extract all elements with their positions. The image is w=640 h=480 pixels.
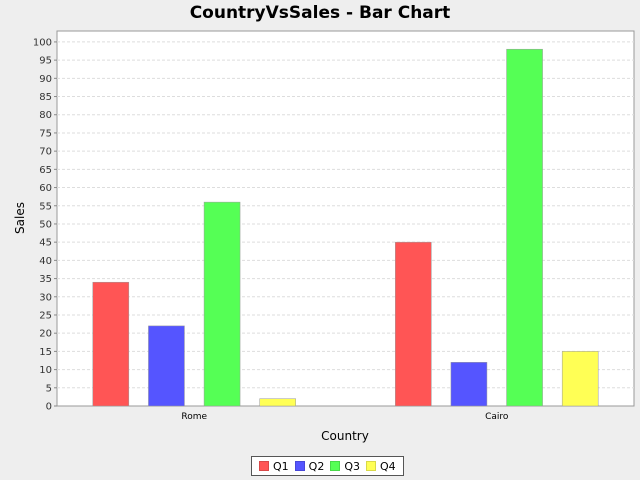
legend: Q1 Q2 Q3 Q4: [251, 456, 404, 476]
legend-label: Q2: [308, 459, 325, 473]
y-axis-label: Sales: [13, 202, 27, 234]
bar-cairo-q2: [450, 362, 488, 407]
bar-rome-q2: [148, 325, 185, 407]
legend-item-q4: Q4: [366, 460, 396, 473]
legend-label: Q3: [344, 459, 361, 473]
y-tick-label: 40: [39, 256, 52, 267]
y-tick-label: 60: [39, 183, 52, 194]
y-tick-label: 30: [39, 292, 52, 303]
legend-swatch: [259, 461, 269, 471]
y-tick-label: 25: [39, 310, 52, 321]
legend-label: Q1: [273, 459, 289, 473]
y-tick-label: 70: [39, 147, 52, 158]
x-axis-ticks: Rome Cairo: [181, 412, 508, 422]
y-tick-label: 50: [39, 219, 52, 230]
y-axis-ticks: 0 5 10 15 20 25 30 35 40 45 50 55 60 65 70 75 80 85 90 95 10…: [33, 37, 57, 413]
bars: [92, 48, 599, 407]
y-tick-label: 35: [39, 274, 52, 285]
bar-cairo-q3: [506, 48, 543, 407]
bar-rome-q4: [259, 398, 296, 407]
x-tick-label: Cairo: [485, 412, 509, 422]
bar-rome-q1: [92, 281, 130, 407]
x-axis-label: Country: [321, 429, 369, 443]
x-tick-label: Rome: [181, 412, 207, 422]
y-tick-label: 85: [39, 92, 52, 103]
bar-cairo-q4: [561, 351, 599, 407]
y-tick-label: 65: [39, 165, 52, 176]
y-tick-label: 15: [39, 347, 52, 358]
y-tick-label: 100: [33, 37, 52, 48]
y-tick-label: 95: [39, 56, 52, 67]
y-tick-label: 5: [46, 383, 52, 394]
legend-label: Q4: [380, 459, 396, 473]
y-tick-label: 80: [39, 110, 52, 121]
chart-title: CountryVsSales - Bar Chart: [189, 3, 451, 23]
bar-cairo-q1: [395, 241, 432, 407]
plot-area: [56, 30, 635, 407]
y-tick-label: 90: [39, 74, 52, 85]
y-tick-label: 20: [39, 329, 52, 340]
y-tick-label: 0: [46, 402, 52, 413]
bar-chart: 0 5 10 15 20 25 30 35 40 45 50 55 60 65 70 75 80 85 90 95 10…: [13, 30, 635, 443]
y-tick-label: 55: [39, 201, 52, 212]
legend-item-q2: Q2: [294, 459, 325, 473]
y-tick-label: 10: [39, 365, 52, 376]
legend-swatch: [330, 461, 341, 471]
y-tick-label: 45: [39, 238, 52, 249]
legend-swatch: [366, 461, 377, 471]
legend-item-q3: Q3: [330, 460, 360, 473]
y-tick-label: 75: [39, 128, 52, 139]
legend-item-q1: Q1: [259, 460, 289, 473]
bar-rome-q3: [203, 201, 241, 407]
legend-swatch: [294, 461, 305, 471]
